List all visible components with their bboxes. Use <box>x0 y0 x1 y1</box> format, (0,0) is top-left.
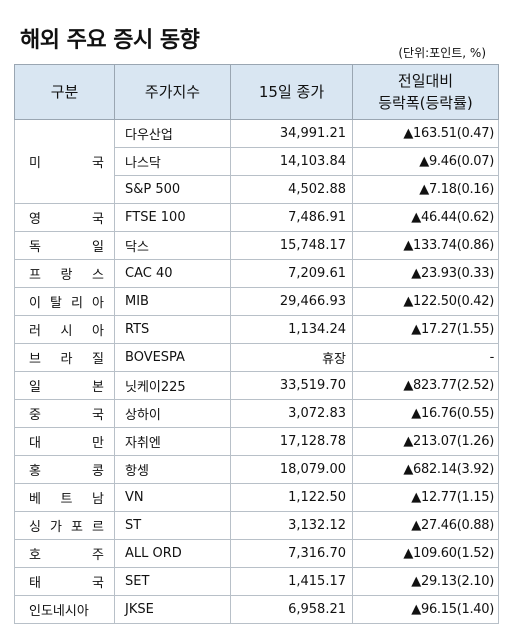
page-title: 해외 주요 증시 동향 <box>20 28 200 53</box>
table-row: 러 시 아 RTS 1,134.24 ▲17.27(1.55) <box>14 315 499 344</box>
table-row: 프 랑 스 CAC 40 7,209.61 ▲23.93(0.33) <box>14 259 499 288</box>
table-row: 미 국 다우산업 34,991.21 ▲163.51(0.47) <box>14 119 499 204</box>
table-row: 베 트 남 VN 1,122.50 ▲12.77(1.15) <box>14 483 499 512</box>
change-cell: ▲27.46(0.88) <box>352 511 499 540</box>
change-cell: ▲682.14(3.92) <box>352 455 499 484</box>
index-cell: RTS <box>114 315 231 344</box>
index-cell: 항셍 <box>114 455 231 484</box>
market-table: 구분 주가지수 15일 종가 전일대비 등락폭(등락률) 미 국 다우산업 34… <box>14 64 499 624</box>
change-cell: ▲96.15(1.40) <box>352 595 499 624</box>
unit-note: (단위:포인트, %) <box>398 46 486 60</box>
table-row: 브 라 질 BOVESPA 휴장 - <box>14 343 499 372</box>
change-cell: ▲133.74(0.86) <box>352 231 499 260</box>
change-cell: - <box>352 343 499 372</box>
index-cell: ALL ORD <box>114 539 231 568</box>
index-cell: 상하이 <box>114 399 231 428</box>
change-cell: ▲7.18(0.16) <box>352 175 499 204</box>
table-row: 중 국 상하이 3,072.83 ▲16.76(0.55) <box>14 399 499 428</box>
country-cell: 이 탈 리 아 <box>14 287 115 316</box>
close-cell: 7,316.70 <box>230 539 353 568</box>
country-cell: 일 본 <box>14 371 115 400</box>
index-cell: 자취엔 <box>114 427 231 456</box>
index-cell: BOVESPA <box>114 343 231 372</box>
change-cell: ▲213.07(1.26) <box>352 427 499 456</box>
header-index: 주가지수 <box>114 64 231 120</box>
country-cell: 프 랑 스 <box>14 259 115 288</box>
change-cell: ▲9.46(0.07) <box>352 147 499 176</box>
close-cell: 15,748.17 <box>230 231 353 260</box>
table-header-row: 구분 주가지수 15일 종가 전일대비 등락폭(등락률) <box>14 64 499 120</box>
table-body: 영 국 FTSE 100 7,486.91 ▲46.44(0.62) 독 일 닥스 15,7… <box>14 203 499 624</box>
close-cell: 4,502.88 <box>230 175 353 204</box>
table-row: 대 만 자취엔 17,128.78 ▲213.07(1.26) <box>14 427 499 456</box>
close-cell: 1,122.50 <box>230 483 353 512</box>
country-cell: 태 국 <box>14 567 115 596</box>
close-cell: 7,486.91 <box>230 203 353 232</box>
close-cell: 18,079.00 <box>230 455 353 484</box>
country-cell: 중 국 <box>14 399 115 428</box>
index-cell: SET <box>114 567 231 596</box>
close-cell: 휴장 <box>230 343 353 372</box>
change-cell: ▲823.77(2.52) <box>352 371 499 400</box>
change-cell: ▲29.13(2.10) <box>352 567 499 596</box>
table-row: 싱 가 포 르 ST 3,132.12 ▲27.46(0.88) <box>14 511 499 540</box>
change-cell: ▲46.44(0.62) <box>352 203 499 232</box>
change-cell: ▲12.77(1.15) <box>352 483 499 512</box>
country-cell: 싱 가 포 르 <box>14 511 115 540</box>
header-change: 전일대비 등락폭(등락률) <box>352 64 499 120</box>
change-cell: ▲16.76(0.55) <box>352 399 499 428</box>
country-cell: 대 만 <box>14 427 115 456</box>
table-row: 태 국 SET 1,415.17 ▲29.13(2.10) <box>14 567 499 596</box>
index-cell: JKSE <box>114 595 231 624</box>
index-cell: 닥스 <box>114 231 231 260</box>
close-cell: 6,958.21 <box>230 595 353 624</box>
index-cell: CAC 40 <box>114 259 231 288</box>
index-cell: ST <box>114 511 231 540</box>
index-cell: 닛케이225 <box>114 371 231 400</box>
change-cell: ▲122.50(0.42) <box>352 287 499 316</box>
close-cell: 34,991.21 <box>230 119 353 148</box>
index-cell: VN <box>114 483 231 512</box>
country-cell: 러 시 아 <box>14 315 115 344</box>
header-close: 15일 종가 <box>230 64 353 120</box>
table-row: 영 국 FTSE 100 7,486.91 ▲46.44(0.62) <box>14 203 499 232</box>
country-cell: 브 라 질 <box>14 343 115 372</box>
close-cell: 7,209.61 <box>230 259 353 288</box>
table-row: 독 일 닥스 15,748.17 ▲133.74(0.86) <box>14 231 499 260</box>
index-cell: MIB <box>114 287 231 316</box>
index-cell: S&P 500 <box>114 175 231 204</box>
change-cell: ▲163.51(0.47) <box>352 119 499 148</box>
close-cell: 33,519.70 <box>230 371 353 400</box>
close-cell: 1,415.17 <box>230 567 353 596</box>
country-cell: 영 국 <box>14 203 115 232</box>
change-cell: ▲23.93(0.33) <box>352 259 499 288</box>
country-cell: 호 주 <box>14 539 115 568</box>
country-cell: 독 일 <box>14 231 115 260</box>
table-row: 홍 콩 항셍 18,079.00 ▲682.14(3.92) <box>14 455 499 484</box>
header-change-line2: 등락폭(등락률) <box>378 94 473 112</box>
header-change-line1: 전일대비 <box>397 72 454 90</box>
close-cell: 14,103.84 <box>230 147 353 176</box>
table-row: 이 탈 리 아 MIB 29,466.93 ▲122.50(0.42) <box>14 287 499 316</box>
header-country: 구분 <box>14 64 115 120</box>
close-cell: 1,134.24 <box>230 315 353 344</box>
country-cell: 홍 콩 <box>14 455 115 484</box>
close-cell: 3,132.12 <box>230 511 353 540</box>
country-cell: 베 트 남 <box>14 483 115 512</box>
close-cell: 17,128.78 <box>230 427 353 456</box>
table-row: 나스닥 14,103.84 ▲9.46(0.07) <box>15 147 499 176</box>
index-cell: 다우산업 <box>114 119 231 148</box>
close-cell: 3,072.83 <box>230 399 353 428</box>
country-cell: 인도네시아 <box>14 595 115 624</box>
change-cell: ▲109.60(1.52) <box>352 539 499 568</box>
table-row: S&P 500 4,502.88 ▲7.18(0.16) <box>15 175 499 204</box>
table-row: 호 주 ALL ORD 7,316.70 ▲109.60(1.52) <box>14 539 499 568</box>
table-row: 인도네시아 JKSE 6,958.21 ▲96.15(1.40) <box>14 595 499 624</box>
close-cell: 29,466.93 <box>230 287 353 316</box>
index-cell: FTSE 100 <box>114 203 231 232</box>
country-cell: 미 국 <box>14 119 115 204</box>
change-cell: ▲17.27(1.55) <box>352 315 499 344</box>
table-row: 일 본 닛케이225 33,519.70 ▲823.77(2.52) <box>14 371 499 400</box>
index-cell: 나스닥 <box>114 147 231 176</box>
